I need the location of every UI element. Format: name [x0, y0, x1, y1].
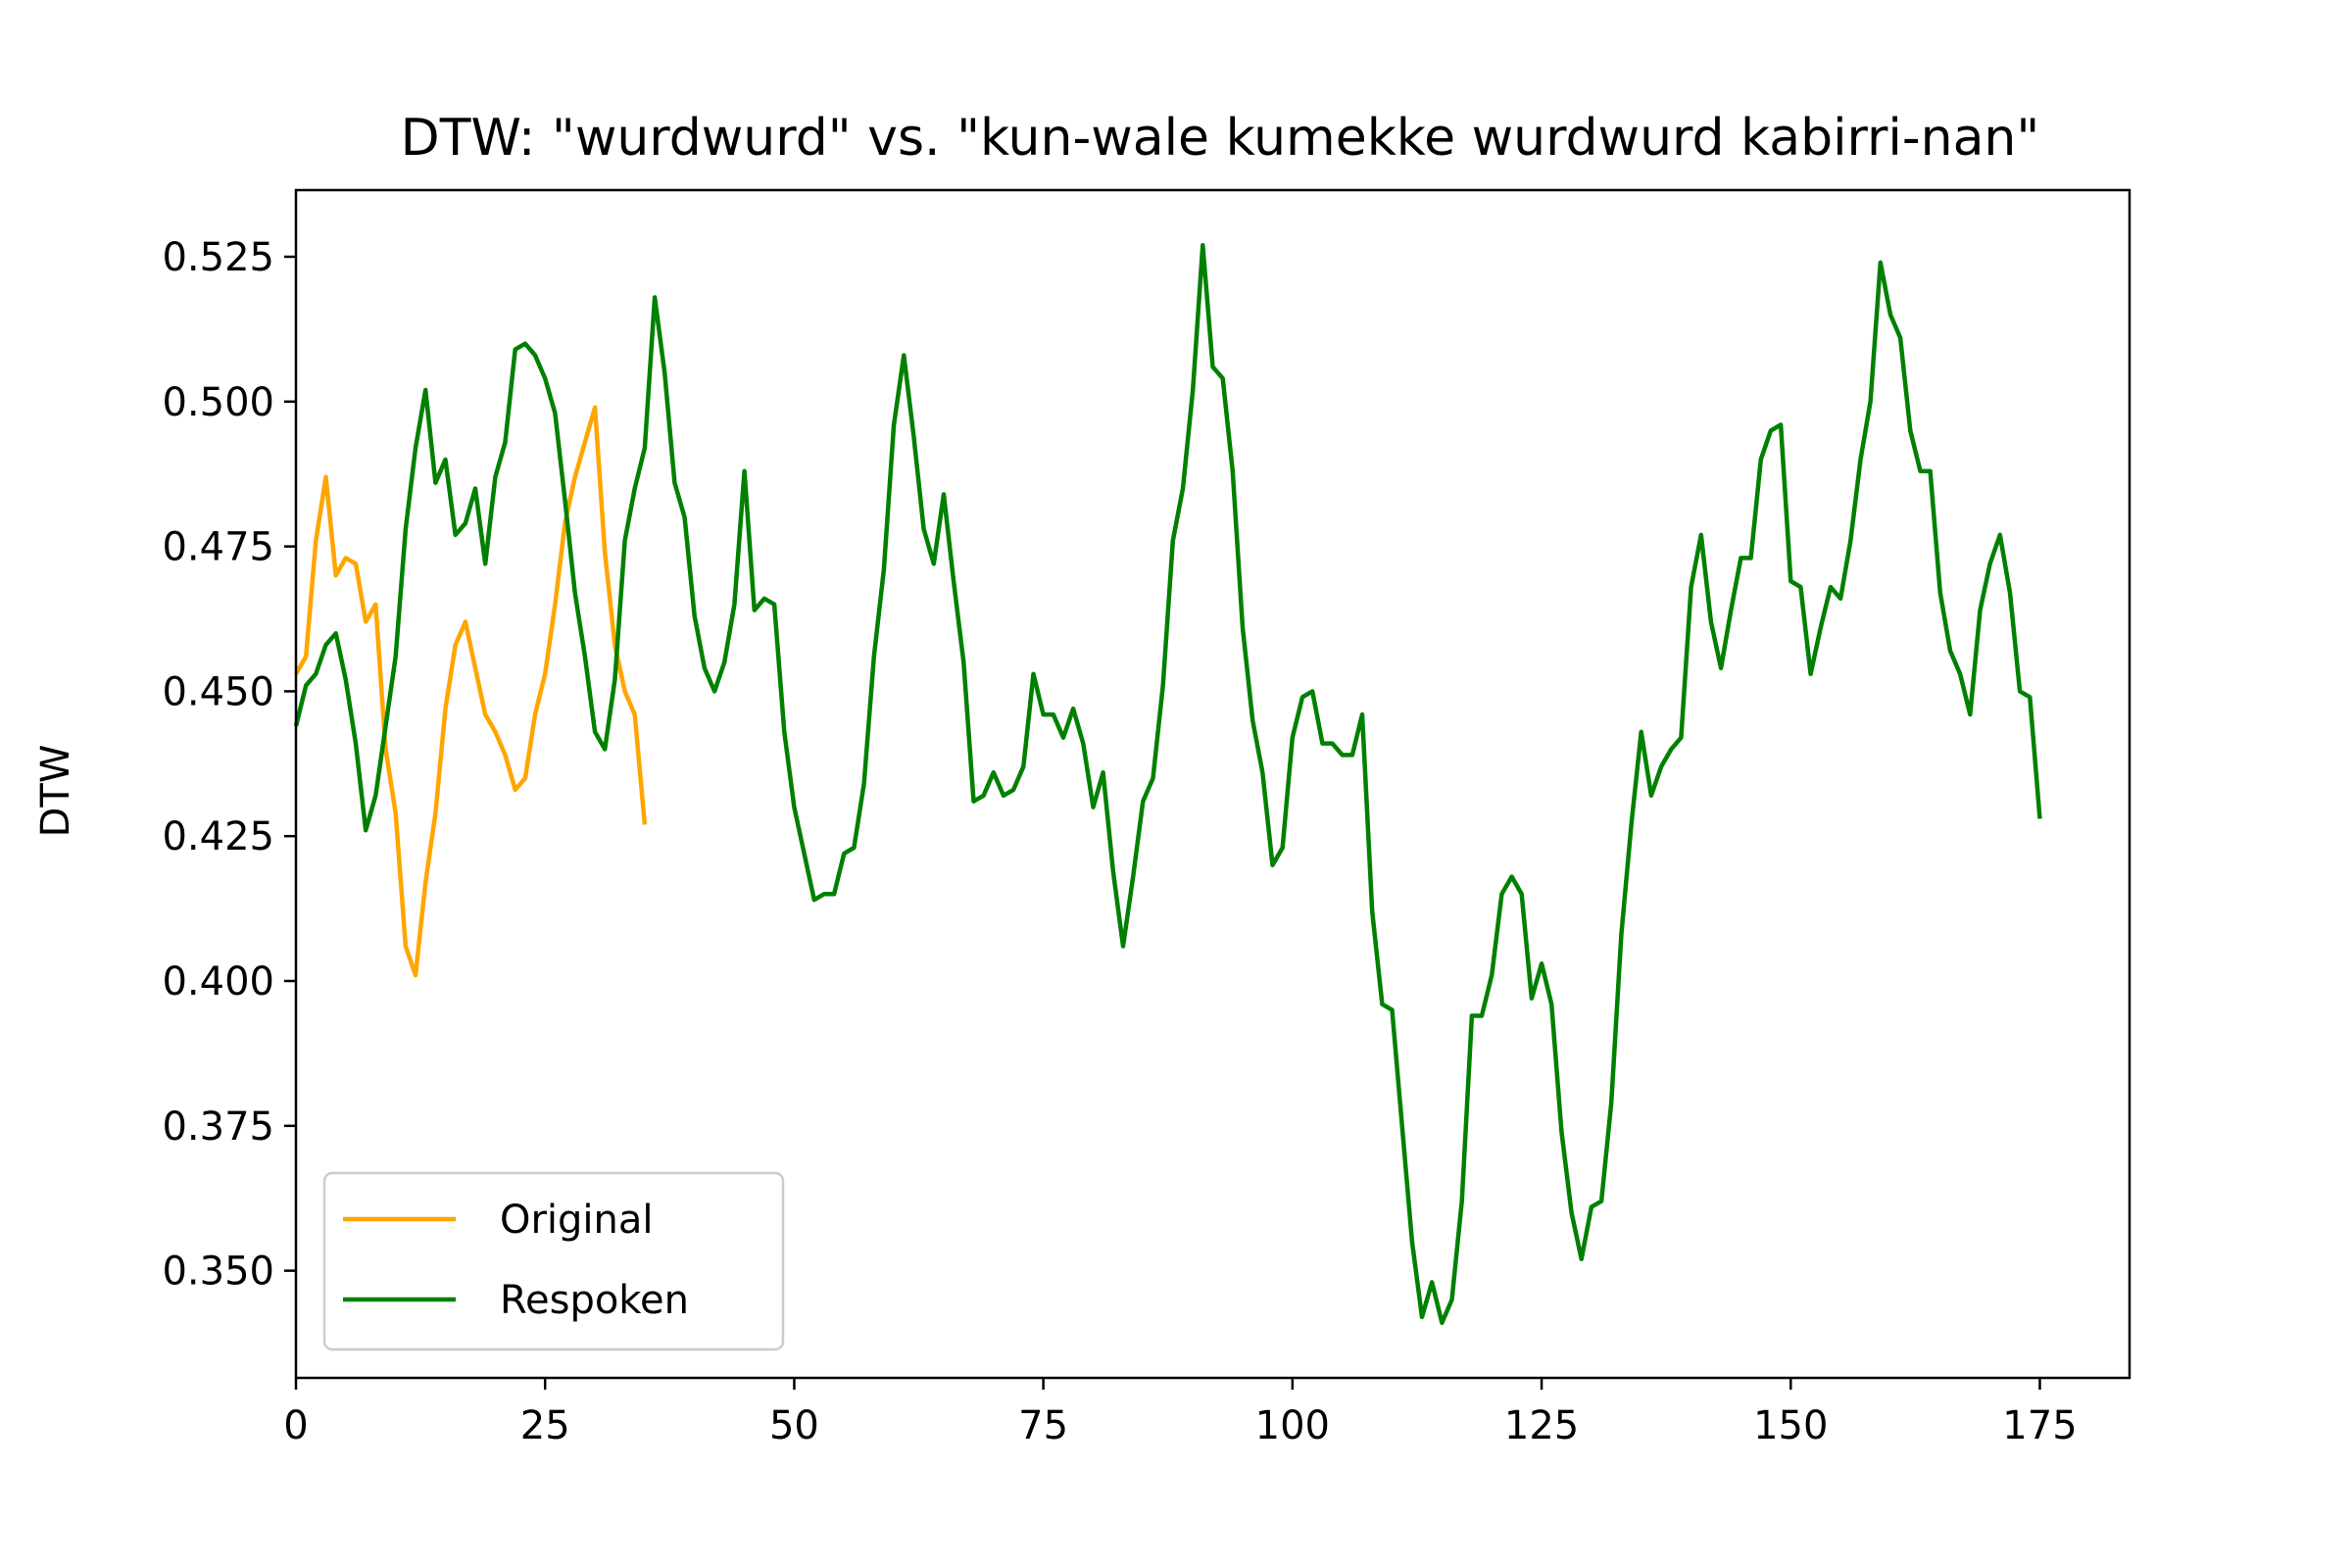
y-tick-label: 0.450 — [162, 669, 274, 714]
series-layer — [293, 242, 2042, 1326]
y-tick-label: 0.375 — [162, 1104, 274, 1150]
legend-label-respoken: Respoken — [500, 1278, 689, 1323]
plot-frame — [294, 188, 2132, 1380]
legend-label-original: Original — [500, 1198, 654, 1243]
chart-title: DTW: "wurdwurd" vs. "kun-wale kumekke wu… — [401, 109, 2040, 168]
x-tick-label: 125 — [1504, 1403, 1579, 1448]
x-tick-label: 75 — [1018, 1403, 1068, 1448]
series-line-original — [294, 405, 648, 978]
y-tick-label: 0.525 — [162, 235, 274, 280]
ticks-layer: 0 25 50 75 100 125 150 175 0.350 0.375 0.400 0.425 0… — [162, 235, 2077, 1448]
y-axis-label: DTW — [33, 745, 78, 838]
y-tick-label: 0.400 — [162, 959, 274, 1004]
y-tick-label: 0.475 — [162, 525, 274, 570]
y-tick-label: 0.425 — [162, 814, 274, 859]
x-tick-label: 175 — [2002, 1403, 2077, 1448]
x-tick-label: 50 — [769, 1403, 819, 1448]
x-tick-label: 100 — [1255, 1403, 1330, 1448]
x-tick-label: 0 — [283, 1403, 308, 1448]
y-tick-label: 0.500 — [162, 380, 274, 425]
series-line-respoken — [293, 242, 2042, 1326]
legend: Original Respoken — [322, 1171, 785, 1351]
x-tick-label: 25 — [520, 1403, 570, 1448]
x-tick-label: 150 — [1753, 1403, 1828, 1448]
y-tick-label: 0.350 — [162, 1250, 274, 1295]
